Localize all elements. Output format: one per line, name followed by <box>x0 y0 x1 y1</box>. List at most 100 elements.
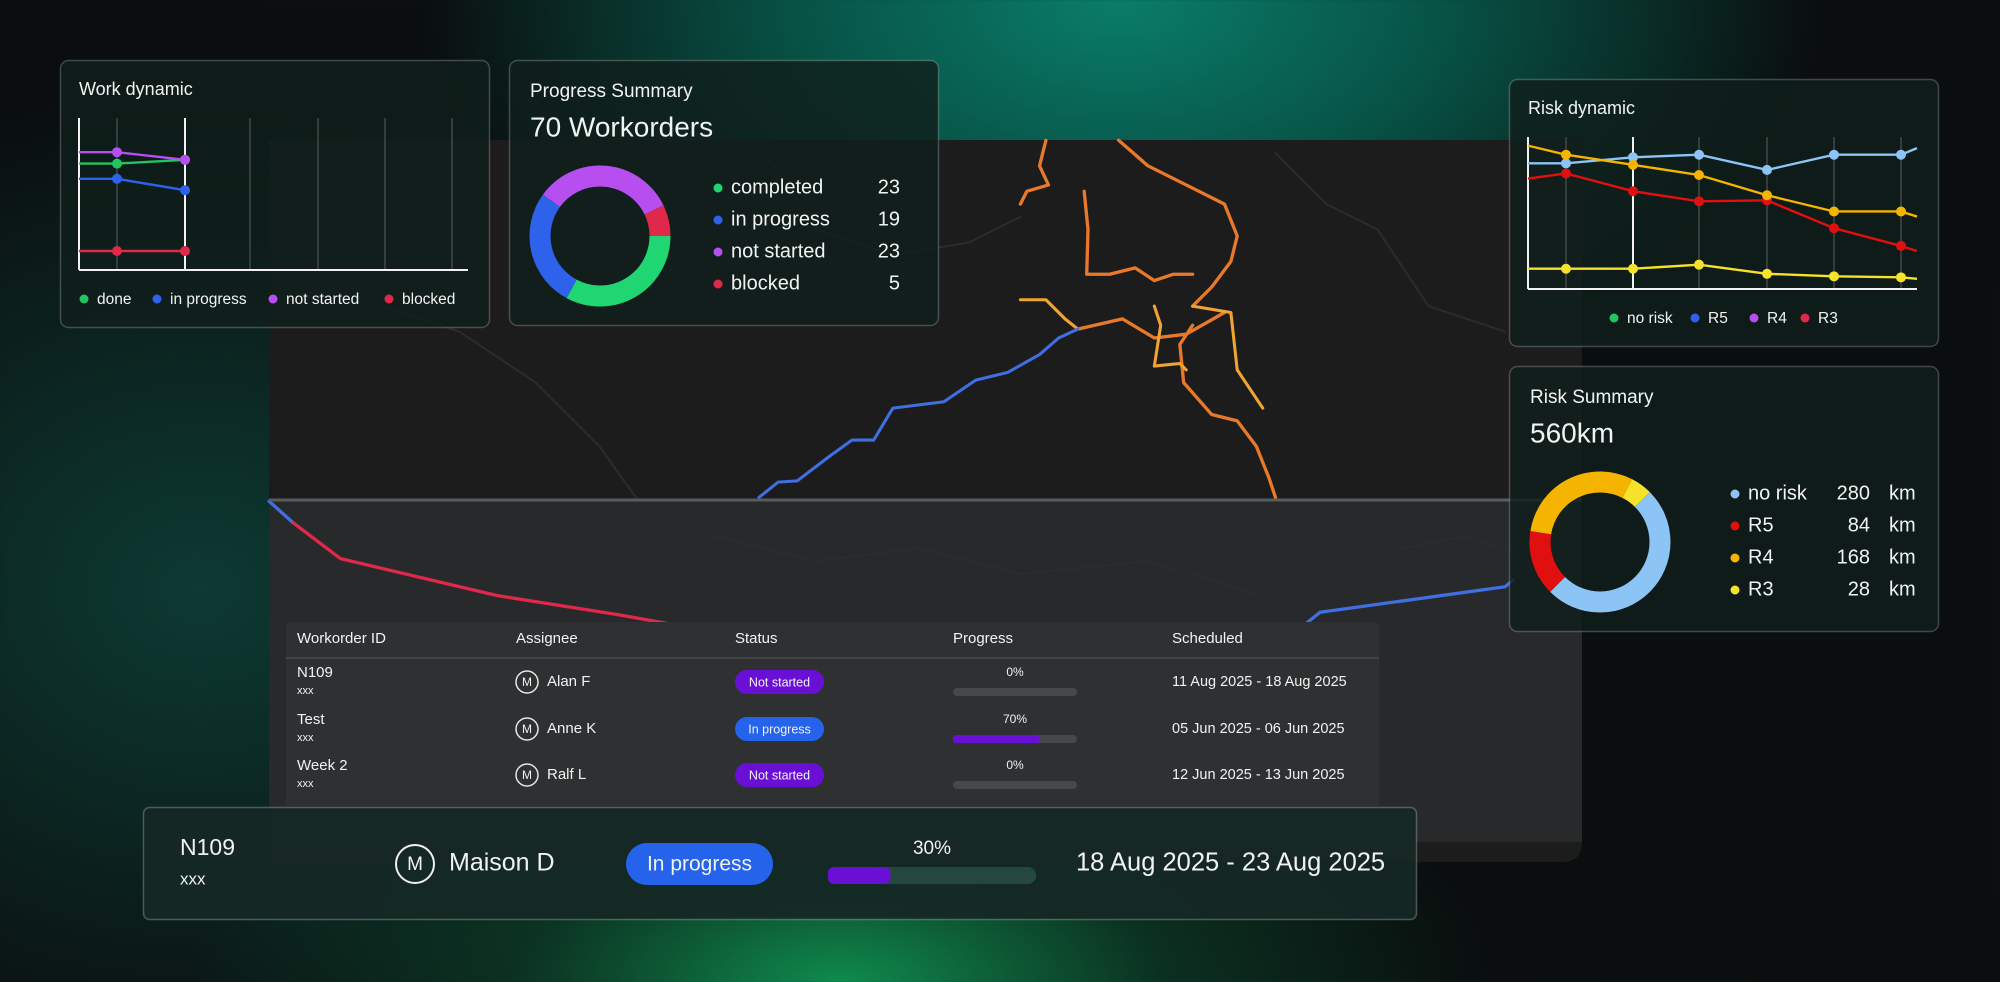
workorder-sub: xxx <box>297 732 314 744</box>
assignee: Ralf L <box>547 766 586 783</box>
legend-value: 19 <box>878 208 900 230</box>
work-dynamic: Work dynamic done in progress not started bl… <box>59 59 491 329</box>
scheduled: 12 Jun 2025 - 13 Jun 2025 <box>1172 767 1345 783</box>
workorder-sub: xxx <box>297 778 314 790</box>
legend-label: R3 <box>1818 310 1838 327</box>
legend-label: R3 <box>1748 578 1774 600</box>
point <box>1628 186 1638 197</box>
table-background <box>286 622 1379 806</box>
legend-swatch <box>1800 313 1810 323</box>
point <box>112 173 122 184</box>
legend-swatch <box>713 215 723 225</box>
legend-label: blocked <box>402 291 455 308</box>
point <box>112 246 122 256</box>
status-pill <box>735 670 824 694</box>
legend-unit: km <box>1889 578 1916 600</box>
roads <box>267 138 1532 627</box>
status-pill <box>735 717 824 741</box>
widget-title: Risk Summary <box>1530 387 1654 408</box>
legend-label: not started <box>731 240 826 262</box>
card-background <box>508 59 940 327</box>
widget-title: Work dynamic <box>79 79 193 99</box>
card-background <box>1508 365 1940 633</box>
avatar-initial: M <box>407 854 423 875</box>
avatar <box>395 844 435 884</box>
legend-swatch <box>268 294 278 304</box>
point <box>1762 164 1772 175</box>
point <box>1762 268 1772 279</box>
series-line <box>1527 172 1918 253</box>
scheduled: 11 Aug 2025 - 18 Aug 2025 <box>1172 674 1347 690</box>
legend-swatch <box>1730 521 1740 531</box>
legend-unit: km <box>1889 514 1916 536</box>
legend-value: 23 <box>878 240 900 262</box>
legend-label: in progress <box>170 291 247 308</box>
legend-value: 280 <box>1837 482 1870 504</box>
donut-segment <box>1530 471 1632 535</box>
point <box>1896 272 1906 283</box>
workorder-detail: N109 xxx M Maison D In progress 30% 18 Aug 202… <box>142 806 1418 921</box>
point <box>180 246 190 256</box>
legend-swatch <box>1730 553 1740 563</box>
legend-label: in progress <box>731 208 830 230</box>
avatar <box>515 717 539 741</box>
donut-segment <box>529 194 577 299</box>
avatar <box>515 763 539 787</box>
status-label: In progress <box>748 722 811 736</box>
progress-bar <box>953 735 1040 743</box>
legend-unit: km <box>1889 546 1916 568</box>
point <box>180 154 190 165</box>
point <box>1896 149 1906 160</box>
progress-label: 0% <box>1006 758 1024 772</box>
card-background <box>59 59 491 329</box>
legend-label: blocked <box>731 272 800 294</box>
point <box>1694 149 1704 160</box>
legend-label: R4 <box>1767 310 1787 327</box>
legend-value: 23 <box>878 176 900 198</box>
legend-label: completed <box>731 176 823 198</box>
status-label: Not started <box>749 675 810 689</box>
legend-swatch <box>1749 313 1759 323</box>
avatar-initial: M <box>522 722 532 736</box>
workorder-id: N109 <box>297 664 333 681</box>
point <box>112 158 122 169</box>
status-pill <box>626 843 773 885</box>
widget-headline: 70 Workorders <box>530 111 713 142</box>
point <box>1628 159 1638 170</box>
assignee: Anne K <box>547 720 596 737</box>
legend-label: R5 <box>1748 514 1774 536</box>
progress-label: 30% <box>913 838 951 859</box>
point <box>180 185 190 196</box>
assignee: Alan F <box>547 673 590 690</box>
workorder-table: Workorder ID Assignee Status Progress Schedu… <box>286 622 1379 806</box>
legend-label: not started <box>286 291 359 308</box>
legend-swatch <box>713 247 723 257</box>
status-label: In progress <box>647 853 752 876</box>
legend-value: 84 <box>1848 514 1870 536</box>
progress-label: 0% <box>1006 665 1024 679</box>
legend-swatch <box>384 294 394 304</box>
avatar-initial: M <box>522 768 532 782</box>
legend-label: done <box>97 291 131 308</box>
avatar <box>515 670 539 694</box>
point <box>1829 223 1839 234</box>
legend-label: R5 <box>1708 310 1728 327</box>
risk-summary: Risk Summary 560km no risk 280 km R5 84 km R4 168… <box>1508 365 1940 633</box>
donut-segment <box>1529 530 1566 592</box>
legend-swatch <box>713 183 723 193</box>
legend-value: 5 <box>889 272 900 294</box>
point <box>1694 196 1704 207</box>
status-label: Not started <box>749 768 810 782</box>
point <box>1694 259 1704 270</box>
legend-value: 168 <box>1837 546 1870 568</box>
point <box>1896 206 1906 217</box>
detail-id: N109 <box>180 834 235 860</box>
legend-swatch <box>1730 585 1740 595</box>
column-header: Progress <box>953 630 1013 647</box>
card-background <box>142 806 1418 921</box>
workorder-id: Week 2 <box>297 757 348 774</box>
assignee: Maison D <box>449 849 555 877</box>
progress-bar <box>828 867 891 884</box>
series-line <box>1527 144 1918 218</box>
